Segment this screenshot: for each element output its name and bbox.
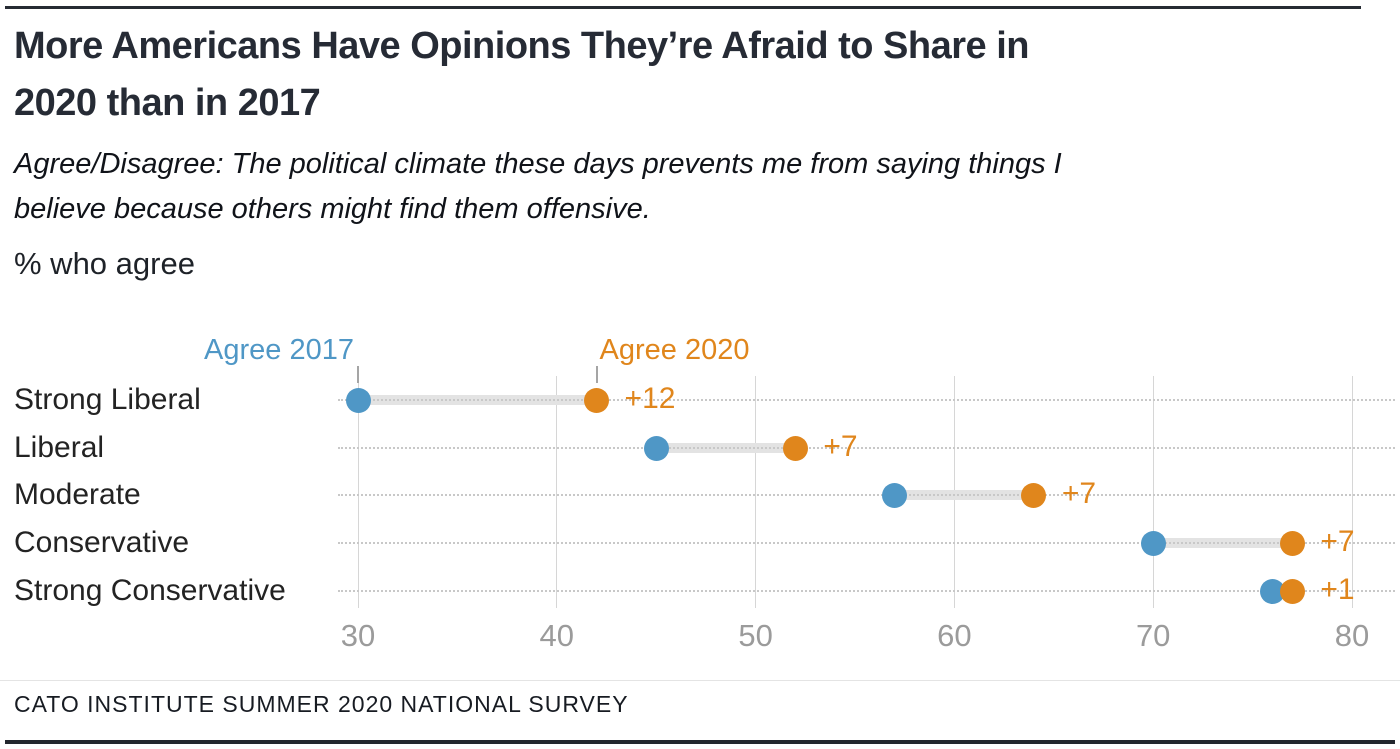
x-tick-label: 60 bbox=[937, 618, 972, 653]
category-label: Strong Liberal bbox=[14, 383, 201, 416]
dot-agree-2017 bbox=[1140, 530, 1166, 556]
row-dotted-line bbox=[338, 399, 1395, 401]
x-tick-label: 50 bbox=[738, 618, 773, 653]
diff-label: +12 bbox=[624, 382, 676, 415]
dot-agree-2020 bbox=[782, 435, 808, 461]
x-gridline bbox=[755, 376, 757, 608]
category-label: Moderate bbox=[14, 478, 141, 511]
diff-label: +7 bbox=[1061, 477, 1097, 510]
row-dotted-line bbox=[338, 447, 1395, 449]
diff-label: +7 bbox=[1320, 525, 1355, 558]
x-tick-label: 30 bbox=[340, 618, 376, 653]
diff-label: +7 bbox=[823, 430, 858, 463]
x-gridline bbox=[1351, 376, 1353, 608]
chart-subtitle-line1: Agree/Disagree: The political climate th… bbox=[14, 148, 1062, 180]
dot-agree-2017 bbox=[643, 435, 669, 461]
x-gridline bbox=[1152, 376, 1154, 608]
chart-subtitle-line2: believe because others might find them o… bbox=[14, 193, 651, 225]
chart-title-line1: More Americans Have Opinions They’re Afr… bbox=[14, 25, 1029, 67]
legend-2020-leader-line bbox=[595, 366, 598, 383]
category-label: Liberal bbox=[14, 431, 105, 464]
dot-agree-2020 bbox=[1279, 530, 1305, 556]
unit-label: % who agree bbox=[14, 246, 195, 281]
x-tick-label: 80 bbox=[1334, 618, 1370, 653]
dot-agree-2020 bbox=[1279, 578, 1305, 604]
x-gridline bbox=[357, 376, 359, 608]
chart-title-line2: 2020 than in 2017 bbox=[14, 82, 321, 124]
category-label: Strong Conservative bbox=[14, 574, 286, 607]
row-dotted-line bbox=[338, 590, 1395, 592]
x-gridline bbox=[556, 376, 558, 608]
dot-agree-2017 bbox=[345, 387, 371, 413]
legend-agree-2020: Agree 2020 bbox=[599, 334, 750, 366]
bottom-rule bbox=[5, 740, 1395, 744]
chart-title: More Americans Have Opinions They’re Afr… bbox=[14, 18, 1214, 132]
top-rule bbox=[5, 6, 1361, 9]
dot-agree-2020 bbox=[1021, 482, 1047, 508]
legend-2017-leader-line bbox=[357, 366, 359, 383]
row-dotted-line bbox=[338, 494, 1395, 496]
diff-label: +1 bbox=[1320, 573, 1355, 606]
category-label: Conservative bbox=[14, 526, 190, 559]
row-dotted-line bbox=[338, 542, 1395, 544]
x-tick-label: 70 bbox=[1135, 618, 1171, 653]
dot-agree-2020 bbox=[584, 387, 610, 413]
chart-subtitle: Agree/Disagree: The political climate th… bbox=[14, 142, 1164, 232]
footer-hairline bbox=[0, 680, 1400, 681]
source-note: CATO INSTITUTE SUMMER 2020 NATIONAL SURV… bbox=[14, 691, 629, 717]
dot-agree-2017 bbox=[882, 482, 908, 508]
legend-agree-2017: Agree 2017 bbox=[204, 334, 354, 366]
x-tick-label: 40 bbox=[539, 618, 575, 653]
